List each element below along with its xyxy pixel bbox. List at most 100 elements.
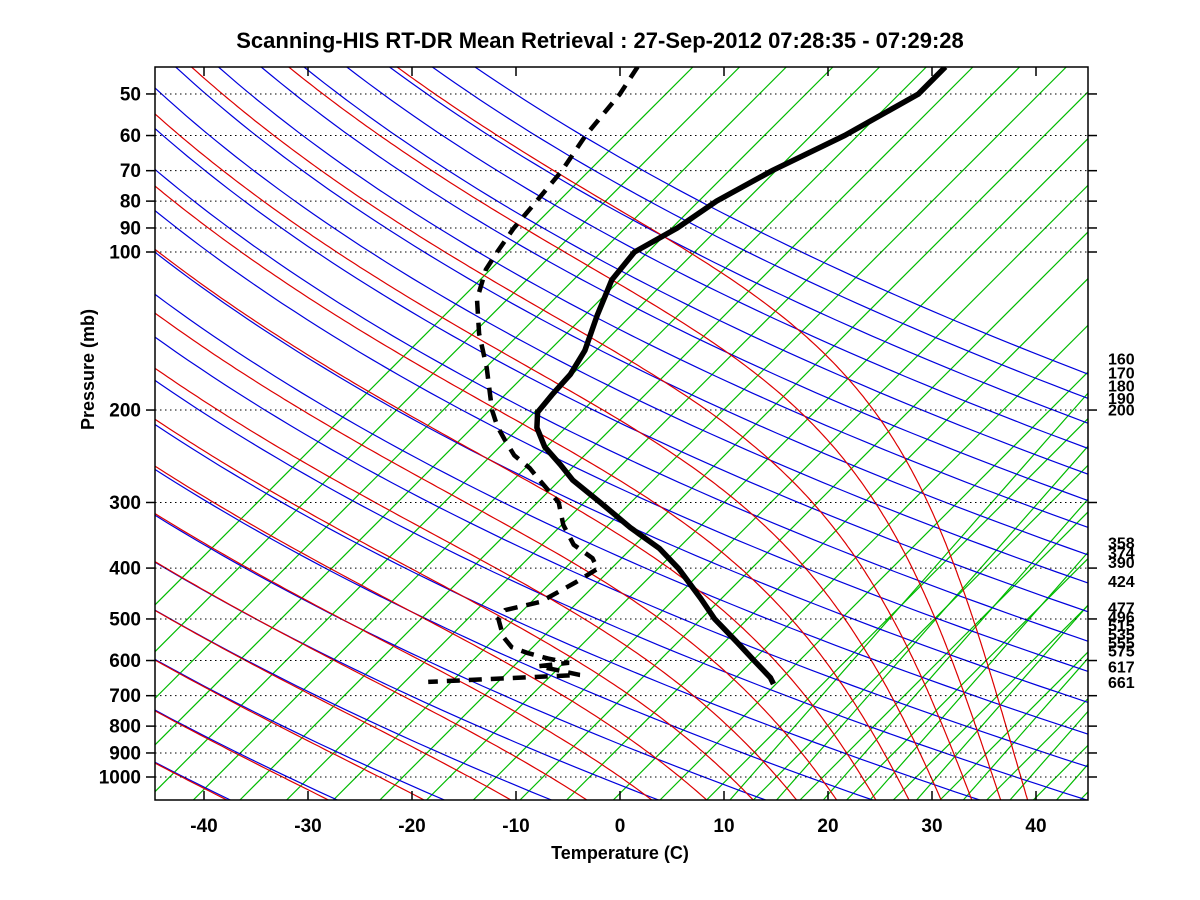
moist-adiabat-line xyxy=(288,67,1002,800)
isotherm-line xyxy=(155,67,787,700)
y-tick-label: 80 xyxy=(120,192,141,213)
moist-adiabat-line xyxy=(0,67,122,800)
level-label: 160 xyxy=(1108,352,1135,369)
temperature-profile-line xyxy=(534,67,948,686)
dry-adiabat-line xyxy=(155,609,552,800)
isotherm-line xyxy=(752,464,1088,800)
moist-adiabat-line xyxy=(155,465,708,800)
dry-adiabat-line xyxy=(260,67,1088,502)
isotherm-line xyxy=(239,67,974,800)
axis-ticks xyxy=(146,67,1097,800)
dry-adiabat-line xyxy=(389,67,1088,424)
isotherm-line xyxy=(846,557,1088,800)
moist-adiabat-line xyxy=(191,67,973,800)
mixing-ratio-line xyxy=(962,657,1088,800)
level-label: 575 xyxy=(1108,643,1135,660)
level-label: 200 xyxy=(1108,403,1135,420)
level-label: 555 xyxy=(1108,635,1135,652)
moist-adiabat-line xyxy=(155,418,754,800)
y-tick-label: 700 xyxy=(109,686,141,707)
isotherm-line xyxy=(192,67,927,800)
y-tick-label: 100 xyxy=(109,243,141,264)
x-tick-label: -30 xyxy=(294,816,321,837)
y-tick-label: 900 xyxy=(109,743,141,764)
moist-adiabat-line xyxy=(155,367,798,800)
y-tick-label: 300 xyxy=(109,493,141,514)
y-tick-label: 800 xyxy=(109,717,141,738)
dry-adiabat-line xyxy=(155,561,659,800)
y-tick-label: 60 xyxy=(120,126,141,147)
isotherm-line xyxy=(332,67,1067,800)
level-label: 180 xyxy=(1108,379,1135,396)
y-tick-label: 90 xyxy=(120,218,141,239)
dry-adiabat-line xyxy=(474,67,1088,375)
moist-adiabat-line xyxy=(396,67,1029,800)
dry-adiabat-line xyxy=(218,67,1088,529)
moist-adiabat-line xyxy=(155,312,838,800)
x-tick-label: -40 xyxy=(190,816,217,837)
mixing-ratio-line xyxy=(822,498,1088,800)
dry-adiabat-line xyxy=(155,336,1088,768)
dry-adiabat-line xyxy=(431,67,1088,400)
level-label: 535 xyxy=(1108,627,1135,644)
x-tick-label: 30 xyxy=(921,816,942,837)
pressure-gridlines xyxy=(155,93,1088,778)
dry-adiabat-line xyxy=(346,67,1088,450)
isotherm-line xyxy=(472,184,1088,800)
dry-adiabat-line xyxy=(155,293,1088,735)
mixing-ratio-line xyxy=(1150,67,1200,800)
isotherm-line xyxy=(519,231,1088,800)
y-tick-label: 600 xyxy=(109,651,141,672)
level-label: 424 xyxy=(1108,574,1135,591)
isotherm-line xyxy=(155,67,694,606)
level-label: 477 xyxy=(1108,601,1135,618)
isotherm-line xyxy=(659,371,1088,800)
dry-adiabat-line xyxy=(155,251,1088,704)
mixing-ratio-line xyxy=(916,604,1088,800)
y-tick-label: 1000 xyxy=(99,768,141,789)
isotherm-line xyxy=(566,277,1088,800)
chart-title: Scanning-HIS RT-DR Mean Retrieval : 27-S… xyxy=(236,28,964,53)
x-tick-label: 20 xyxy=(817,816,838,837)
dry-adiabat-line xyxy=(155,168,1088,642)
dry-adiabat-line xyxy=(0,67,123,800)
mixing-ratio-line xyxy=(869,551,1088,800)
dry-adiabat-line xyxy=(155,658,445,800)
x-tick-label: 10 xyxy=(713,816,734,837)
moist-adiabat-line xyxy=(155,560,588,800)
level-label: 496 xyxy=(1108,610,1135,627)
isotherm-line xyxy=(799,511,1088,800)
dry-adiabat-line xyxy=(155,468,873,800)
level-label: 170 xyxy=(1108,365,1135,382)
dry-adiabat-line xyxy=(155,423,980,800)
moist-adiabat-line xyxy=(0,67,16,800)
mixing-ratio-line xyxy=(1197,67,1200,800)
moist-adiabat-line xyxy=(155,113,942,800)
dry-adiabat-line xyxy=(175,67,1088,556)
moist-adiabat-line xyxy=(155,512,653,800)
isotherm-line xyxy=(155,67,834,746)
dry-adiabat-line xyxy=(155,379,1087,800)
dry-adiabat-line xyxy=(0,67,16,800)
axis-tick-labels: -40 -30 -20 -10 0 10 20 30 40 50 60 70 80 90 100 200 300… xyxy=(99,84,1047,837)
y-tick-label: 70 xyxy=(120,161,141,182)
isotherm-line xyxy=(1079,791,1088,800)
isotherm-line xyxy=(286,67,1021,800)
level-label: 374 xyxy=(1108,545,1135,562)
level-label: 515 xyxy=(1108,618,1135,635)
y-tick-label: 50 xyxy=(120,84,141,105)
plot-border xyxy=(154,66,1089,801)
mixing-ratio-line xyxy=(1009,710,1088,800)
y-tick-label: 200 xyxy=(109,401,141,422)
dry-adiabat-line xyxy=(303,67,1088,475)
moist-adiabat-line xyxy=(155,248,877,800)
level-label: 617 xyxy=(1108,659,1135,676)
moist-adiabat-line xyxy=(155,659,425,800)
dry-adiabat-line xyxy=(155,87,1088,584)
isotherm-line xyxy=(939,651,1088,800)
isotherm-line xyxy=(426,137,1088,800)
y-tick-label: 500 xyxy=(109,609,141,630)
